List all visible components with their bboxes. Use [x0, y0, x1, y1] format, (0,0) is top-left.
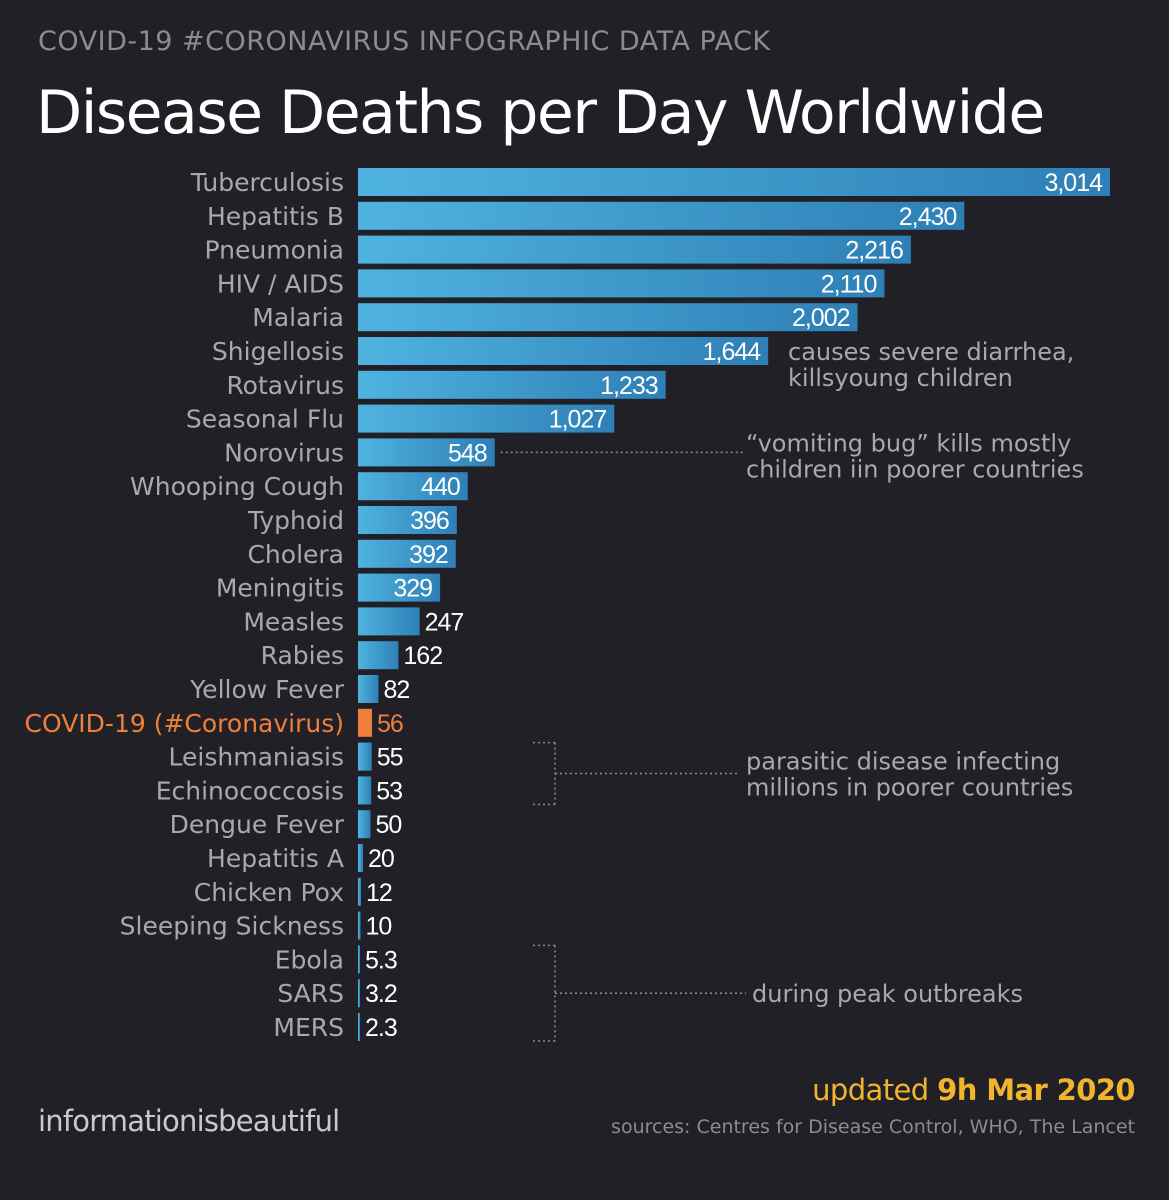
sources-text: sources: Centres for Disease Control, WH… — [611, 1116, 1135, 1138]
value-label-seasonal-flu: 1,027 — [549, 406, 607, 434]
value-label-cholera: 392 — [409, 541, 448, 569]
kicker-text: COVID-19 #CORONAVIRUS INFOGRAPHIC DATA P… — [38, 26, 771, 57]
category-label-shigellosis: Shigellosis — [212, 337, 344, 366]
updated-prefix: updated — [812, 1073, 929, 1107]
value-label-meningitis: 329 — [393, 575, 432, 603]
value-label-typhoid: 396 — [410, 507, 449, 535]
category-label-malaria: Malaria — [252, 303, 344, 332]
bar-mers — [358, 1013, 360, 1041]
value-label-yellow-fever: 82 — [383, 676, 409, 704]
category-label-rotavirus: Rotavirus — [226, 371, 344, 400]
category-label-tuberculosis: Tuberculosis — [190, 168, 344, 197]
annotations-layer: causes severe diarrhea, killsyoung childr… — [500, 338, 1084, 1042]
bar-tuberculosis — [358, 168, 1110, 196]
category-label-whooping-cough: Whooping Cough — [130, 472, 344, 501]
category-label-sars: SARS — [277, 979, 344, 1008]
value-label-hiv-aids: 2,110 — [821, 270, 877, 298]
bar-leishmaniasis — [358, 742, 372, 771]
bar-typhoid — [358, 506, 457, 534]
category-label-rabies: Rabies — [261, 641, 344, 670]
bar-ebola — [358, 945, 360, 974]
chart-title: Disease Deaths per Day Worldwide — [36, 78, 1045, 148]
category-label-echinococcosis: Echinococcosis — [156, 776, 344, 805]
value-label-dengue-fever: 50 — [375, 811, 401, 839]
value-label-ebola: 5.3 — [365, 946, 397, 974]
category-label-hepatitis-b: Hepatitis B — [207, 202, 344, 231]
bar-hepatitis-a — [358, 844, 363, 872]
bar-malaria — [358, 303, 858, 332]
annotation-2-text: “vomiting bug” kills mostly children iin … — [746, 429, 1084, 483]
value-label-pneumonia: 2,216 — [845, 237, 903, 265]
value-label-measles: 247 — [425, 608, 464, 636]
category-label-cholera: Cholera — [247, 540, 344, 569]
value-label-covid-19-coronavirus: 56 — [377, 710, 403, 738]
category-label-covid-19-coronavirus: COVID-19 (#Coronavirus) — [25, 709, 344, 738]
bar-covid-19-coronavirus — [358, 708, 372, 737]
bar-sars — [358, 979, 360, 1008]
bar-hepatitis-b — [358, 201, 965, 230]
value-label-shigellosis: 1,644 — [703, 338, 762, 366]
updated-date: 9h Mar 2020 — [937, 1073, 1135, 1107]
category-label-measles: Measles — [243, 607, 344, 636]
value-label-rabies: 162 — [403, 642, 442, 670]
category-label-chicken-pox: Chicken Pox — [194, 878, 344, 907]
value-label-mers: 2.3 — [365, 1014, 397, 1042]
bar-hiv-aids — [358, 269, 885, 298]
bar-pneumonia — [358, 235, 911, 264]
category-label-hiv-aids: HIV / AIDS — [217, 269, 344, 298]
value-label-hepatitis-b: 2,430 — [899, 203, 957, 231]
category-label-ebola: Ebola — [275, 945, 344, 974]
annotation-3-text: parasitic disease infecting millions in p… — [746, 748, 1073, 802]
value-label-rotavirus: 1,233 — [600, 372, 658, 400]
annotation-1-text: causes severe diarrhea, killsyoung childr… — [788, 338, 1074, 392]
bar-yellow-fever — [358, 675, 379, 703]
value-label-sars: 3.2 — [365, 980, 397, 1008]
annotation-4-text: during peak outbreaks — [752, 980, 1023, 1008]
category-label-seasonal-flu: Seasonal Flu — [186, 405, 344, 434]
updated-line: updated 9h Mar 2020 — [812, 1073, 1135, 1107]
category-label-meningitis: Meningitis — [216, 574, 344, 603]
value-label-malaria: 2,002 — [792, 304, 850, 332]
value-label-chicken-pox: 12 — [366, 879, 392, 907]
category-label-pneumonia: Pneumonia — [205, 236, 344, 265]
value-label-norovirus: 548 — [448, 439, 487, 467]
bar-shigellosis — [358, 337, 769, 365]
value-label-tuberculosis: 3,014 — [1044, 169, 1103, 197]
category-label-typhoid: Typhoid — [247, 506, 344, 535]
brand-logo-text: informationisbeautiful — [38, 1104, 340, 1138]
bar-meningitis — [358, 573, 441, 602]
bar-chicken-pox — [358, 877, 361, 906]
value-label-echinococcosis: 53 — [376, 777, 402, 805]
category-label-leishmaniasis: Leishmaniasis — [169, 743, 344, 772]
bar-seasonal-flu — [358, 404, 615, 433]
value-label-leishmaniasis: 55 — [377, 744, 403, 772]
bar-echinococcosis — [358, 776, 372, 805]
category-label-mers: MERS — [273, 1013, 344, 1042]
value-labels-layer: 3,014 2,430 2,216 2,110 2,002 1,644 1,233 1,027… — [365, 169, 1104, 1042]
bar-whooping-cough — [358, 472, 468, 501]
category-label-yellow-fever: Yellow Fever — [189, 675, 344, 704]
bar-cholera — [358, 539, 456, 568]
bar-measles — [358, 607, 420, 636]
category-label-hepatitis-a: Hepatitis A — [207, 844, 344, 873]
bar-rabies — [358, 641, 399, 670]
category-label-norovirus: Norovirus — [224, 438, 344, 467]
bar-rotavirus — [358, 370, 666, 399]
bar-chart: Tuberculosis Hepatitis B Pneumonia HIV / AI… — [25, 168, 1110, 1042]
category-labels-layer: Tuberculosis Hepatitis B Pneumonia HIV / AI… — [25, 168, 345, 1042]
category-label-sleeping-sickness: Sleeping Sickness — [120, 912, 344, 941]
bars-layer — [358, 168, 1110, 1041]
value-label-hepatitis-a: 20 — [368, 845, 394, 873]
category-label-dengue-fever: Dengue Fever — [170, 810, 345, 839]
value-label-whooping-cough: 440 — [421, 473, 460, 501]
bar-sleeping-sickness — [358, 911, 361, 940]
value-label-sleeping-sickness: 10 — [365, 913, 391, 941]
bar-norovirus — [358, 438, 495, 467]
bar-dengue-fever — [358, 810, 371, 839]
